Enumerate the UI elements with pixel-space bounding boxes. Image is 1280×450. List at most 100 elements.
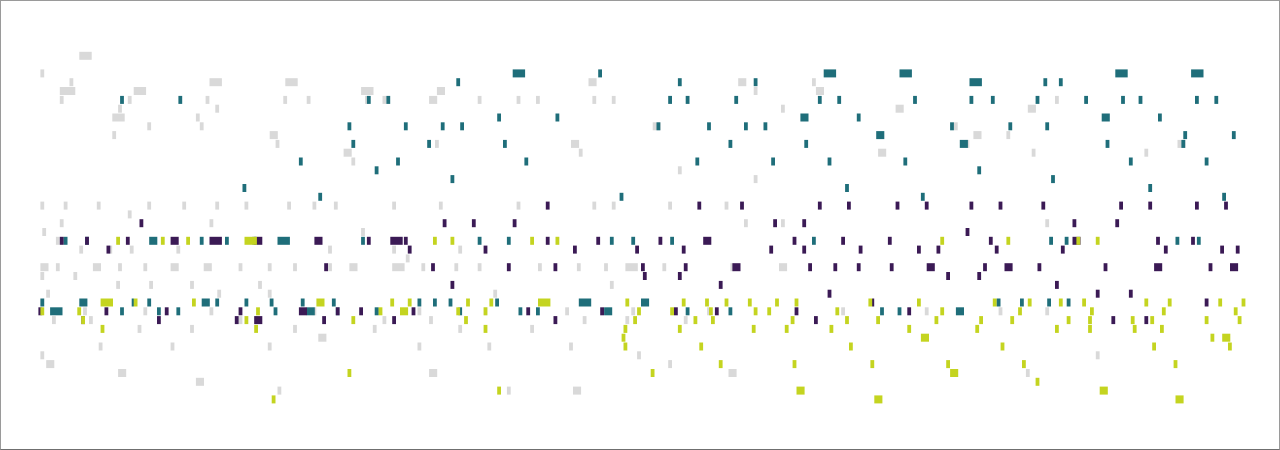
note-purple-76 [1154, 263, 1162, 271]
note-ghost-0 [60, 87, 72, 95]
note-purple-65 [684, 263, 688, 271]
note-lime-56 [81, 316, 85, 324]
note-ghost-116 [40, 272, 44, 280]
note-lime-8 [940, 237, 944, 245]
note-teal-15 [386, 96, 390, 104]
note-lime-37 [1242, 299, 1246, 307]
note-purple-0 [546, 202, 550, 210]
note-lime-95 [849, 343, 853, 351]
note-teal-32 [800, 114, 808, 122]
note-ghost-137 [631, 307, 635, 315]
note-ghost-86 [176, 246, 180, 254]
note-ghost-47 [878, 149, 886, 157]
note-ghost-129 [210, 307, 214, 315]
note-ghost-36 [592, 96, 596, 104]
note-lime-80 [752, 325, 756, 333]
note-teal-106 [418, 299, 422, 307]
note-purple-84 [719, 281, 723, 289]
note-purple-111 [554, 316, 558, 324]
note-lime-106 [651, 369, 655, 377]
note-ghost-48 [973, 131, 981, 139]
note-purple-17 [513, 219, 517, 227]
note-lime-58 [351, 316, 355, 324]
note-lime-25 [748, 299, 752, 307]
note-purple-114 [1144, 316, 1148, 324]
note-teal-90 [670, 237, 674, 245]
note-teal-66 [1205, 158, 1209, 166]
note-ghost-76 [781, 219, 785, 227]
note-lime-64 [845, 316, 849, 324]
note-teal-17 [686, 96, 690, 104]
note-ghost-167 [429, 369, 437, 377]
note-teal-18 [734, 96, 738, 104]
note-ghost-166 [118, 369, 126, 377]
note-teal-43 [764, 122, 768, 130]
note-teal-72 [845, 184, 849, 192]
note-ghost-115 [779, 263, 787, 271]
note-purple-11 [1148, 202, 1152, 210]
note-teal-91 [812, 237, 816, 245]
note-teal-115 [1067, 299, 1071, 307]
note-ghost-104 [392, 263, 404, 271]
note-teal-40 [657, 122, 661, 130]
note-ghost-3 [40, 69, 44, 77]
note-purple-57 [1164, 246, 1168, 254]
note-teal-116 [50, 307, 62, 315]
note-purple-102 [715, 307, 719, 315]
note-purple-82 [977, 272, 981, 280]
note-purple-88 [1096, 290, 1100, 298]
note-ghost-69 [439, 202, 443, 210]
note-ghost-121 [258, 281, 262, 289]
note-purple-69 [857, 263, 861, 271]
note-ghost-26 [351, 158, 355, 166]
note-teal-64 [903, 158, 907, 166]
note-lime-9 [1006, 237, 1010, 245]
note-ghost-91 [40, 263, 48, 271]
note-lime-15 [316, 299, 324, 307]
note-lime-112 [272, 395, 276, 403]
note-teal-96 [40, 299, 44, 307]
note-ghost-117 [116, 281, 120, 289]
note-teal-127 [604, 307, 612, 315]
series-lime [40, 237, 1245, 404]
note-purple-113 [1111, 316, 1115, 324]
note-ghost-89 [406, 254, 410, 262]
note-ghost-31 [517, 96, 521, 104]
note-purple-38 [841, 237, 845, 245]
note-lime-16 [390, 299, 394, 307]
note-purple-32 [404, 237, 408, 245]
note-purple-39 [888, 237, 892, 245]
note-ghost-83 [79, 246, 83, 254]
series-teal [40, 69, 1235, 315]
note-ghost-73 [668, 202, 672, 210]
note-lime-83 [907, 325, 911, 333]
note-ghost-103 [349, 263, 357, 271]
note-teal-63 [828, 158, 832, 166]
note-lime-24 [725, 299, 729, 307]
note-purple-80 [678, 272, 682, 280]
note-lime-29 [917, 299, 921, 307]
note-lime-101 [870, 360, 874, 368]
note-purple-68 [833, 263, 837, 271]
note-teal-70 [1051, 175, 1055, 183]
note-ghost-123 [610, 281, 614, 289]
note-ghost-102 [328, 263, 332, 271]
note-ghost-165 [46, 360, 54, 368]
note-teal-86 [478, 237, 482, 245]
note-purple-33 [546, 237, 550, 245]
note-purple-20 [1073, 219, 1077, 227]
note-lime-26 [775, 299, 779, 307]
note-teal-34 [1102, 114, 1110, 122]
note-purple-37 [793, 237, 797, 245]
note-purple-9 [1041, 202, 1045, 210]
note-ghost-20 [270, 131, 278, 139]
note-ghost-52 [1032, 149, 1036, 157]
note-teal-6 [900, 69, 912, 77]
note-teal-67 [375, 166, 379, 174]
note-ghost-111 [604, 263, 608, 271]
note-teal-125 [519, 307, 523, 315]
note-purple-21 [1115, 219, 1119, 227]
note-teal-78 [64, 237, 68, 245]
note-lime-70 [1088, 316, 1092, 324]
note-teal-87 [507, 237, 511, 245]
